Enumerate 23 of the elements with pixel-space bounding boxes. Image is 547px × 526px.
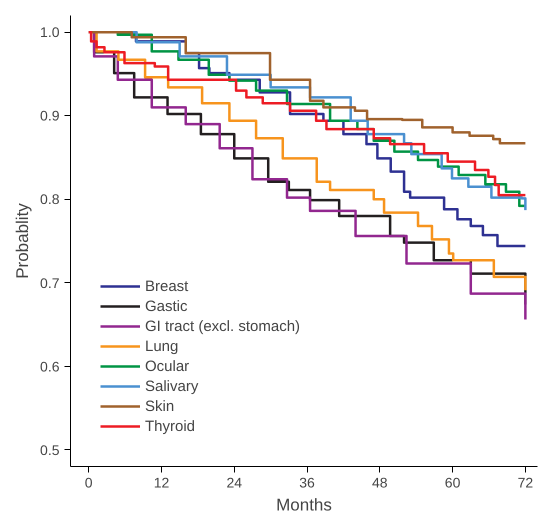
legend-label: Skin <box>145 398 174 414</box>
x-tick-label: 24 <box>226 474 242 490</box>
legend-label: Breast <box>145 278 188 294</box>
legend-label: Ocular <box>145 358 190 374</box>
x-axis-title: Months <box>276 496 332 514</box>
y-tick-label: 0.6 <box>40 358 60 374</box>
legend-label: GI tract (excl. stomach) <box>145 318 300 334</box>
y-tick-label: 0.5 <box>40 442 60 458</box>
y-tick-label: 0.8 <box>40 191 60 208</box>
y-tick-label: 0.9 <box>40 108 60 124</box>
legend-label: Lung <box>145 338 178 354</box>
legend-label: Gastic <box>145 298 188 314</box>
y-axis-title: Probablity <box>13 202 32 279</box>
x-tick-label: 36 <box>299 474 316 490</box>
x-tick-label: 72 <box>518 474 534 490</box>
legend-label: Salivary <box>145 378 198 394</box>
x-tick-label: 48 <box>372 474 388 490</box>
y-tick-label: 1.0 <box>40 24 60 40</box>
y-tick-label: 0.7 <box>40 274 60 291</box>
x-tick-label: 60 <box>444 474 461 490</box>
x-tick-label: 0 <box>84 474 93 490</box>
legend-label: Thyroid <box>145 418 196 434</box>
x-tick-label: 12 <box>154 474 170 490</box>
